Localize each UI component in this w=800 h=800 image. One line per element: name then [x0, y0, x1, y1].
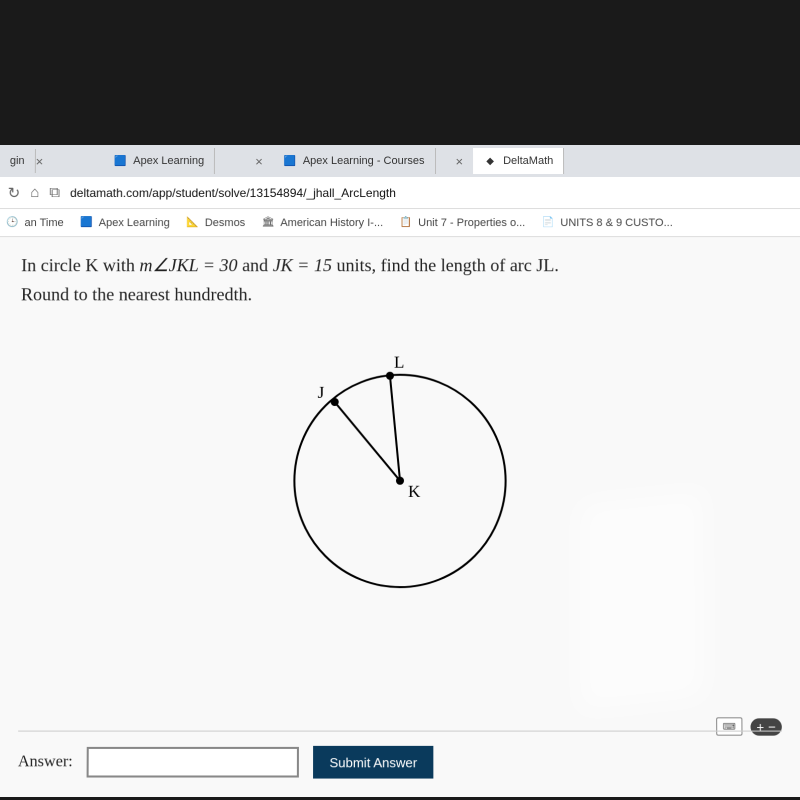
home-icon[interactable]: ⌂	[30, 184, 39, 201]
radius-kl	[390, 375, 400, 480]
tab-label: gin	[10, 155, 25, 167]
site-info-icon[interactable]: ⧉	[49, 184, 60, 201]
url-bar: ↻ ⌂ ⧉ deltamath.com/app/student/solve/13…	[0, 177, 800, 209]
close-icon[interactable]: ×	[36, 153, 44, 168]
bookmark-label: Apex Learning	[99, 217, 170, 229]
tab-label: Apex Learning	[133, 155, 204, 167]
tab-1[interactable]: 🟦 Apex Learning	[103, 148, 215, 174]
content-area: In circle K with m∠JKL = 30 and JK = 15 …	[0, 237, 800, 797]
problem-statement: In circle K with m∠JKL = 30 and JK = 15 …	[21, 251, 779, 309]
bookmarks-bar: 🕒 an Time 🟦 Apex Learning 📐 Desmos 🏛 Ame…	[0, 209, 800, 237]
close-icon[interactable]: ×	[456, 153, 464, 168]
answer-input[interactable]	[87, 747, 299, 778]
point-l	[386, 371, 394, 379]
apex-favicon-icon: 🟦	[283, 154, 297, 168]
bookmark-item[interactable]: 📐 Desmos	[186, 216, 245, 230]
circle-diagram: K J L	[249, 339, 551, 612]
bookmark-label: an Time	[24, 217, 63, 229]
bookmark-item[interactable]: 📄 UNITS 8 & 9 CUSTO...	[541, 216, 673, 230]
doc-icon: 📄	[541, 216, 555, 230]
submit-button[interactable]: Submit Answer	[313, 746, 433, 779]
screen-glare	[581, 493, 703, 709]
answer-label: Answer:	[18, 753, 73, 771]
browser-window: gin × 🟦 Apex Learning × 🟦 Apex Learning …	[0, 145, 800, 797]
bookmark-item[interactable]: 📋 Unit 7 - Properties o...	[399, 216, 525, 230]
bookmark-label: Desmos	[205, 217, 245, 229]
bookmark-label: UNITS 8 & 9 CUSTO...	[560, 217, 672, 229]
tab-2[interactable]: 🟦 Apex Learning - Courses	[273, 148, 436, 174]
history-icon: 🏛	[261, 216, 275, 230]
answer-row: Answer: Submit Answer	[18, 731, 782, 779]
radius-kj	[335, 402, 400, 481]
point-j	[331, 398, 339, 406]
apex-icon: 🟦	[80, 216, 94, 230]
bookmark-label: Unit 7 - Properties o...	[418, 217, 525, 229]
reload-icon[interactable]: ↻	[8, 184, 21, 202]
list-icon: 📋	[399, 216, 413, 230]
label-k: K	[408, 481, 421, 500]
url-text[interactable]: deltamath.com/app/student/solve/13154894…	[70, 186, 396, 200]
desmos-icon: 📐	[186, 216, 200, 230]
bookmark-item[interactable]: 🏛 American History I-...	[261, 216, 383, 230]
label-j: J	[318, 382, 325, 401]
clock-icon: 🕒	[5, 216, 19, 230]
apex-favicon-icon: 🟦	[113, 154, 127, 168]
tabs-bar: gin × 🟦 Apex Learning × 🟦 Apex Learning …	[0, 145, 800, 177]
tab-3-active[interactable]: ◆ DeltaMath	[473, 148, 564, 174]
bookmark-label: American History I-...	[280, 217, 383, 229]
label-l: L	[394, 352, 404, 371]
tab-label: Apex Learning - Courses	[303, 155, 425, 167]
tab-0[interactable]: gin	[0, 149, 36, 173]
close-icon[interactable]: ×	[255, 153, 263, 168]
point-k	[396, 476, 404, 484]
tab-label: DeltaMath	[503, 155, 553, 167]
bookmark-item[interactable]: 🟦 Apex Learning	[80, 216, 170, 230]
deltamath-favicon-icon: ◆	[483, 154, 497, 168]
bookmark-item[interactable]: 🕒 an Time	[5, 216, 63, 230]
